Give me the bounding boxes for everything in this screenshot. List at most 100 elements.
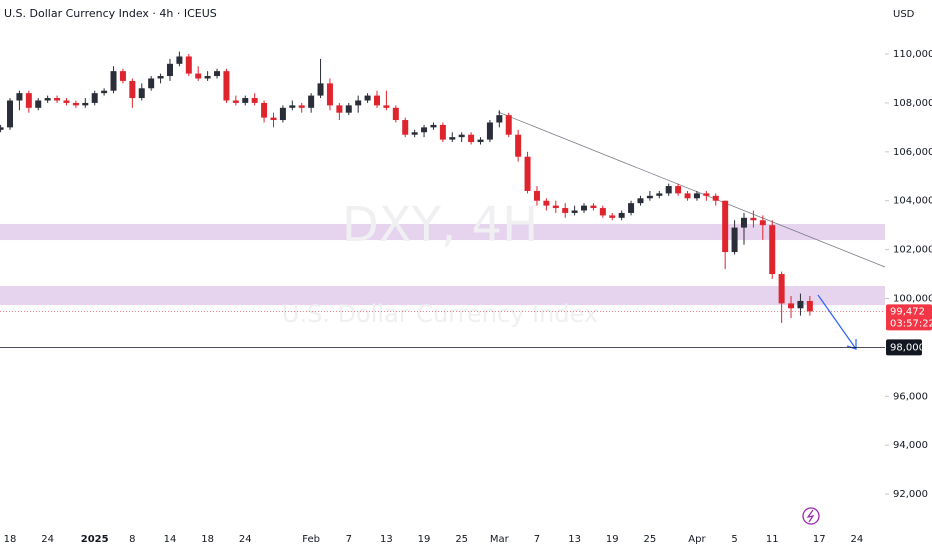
candle-body: [759, 220, 766, 226]
x-tick-label: Apr: [688, 534, 706, 545]
y-tick-label: 104,000: [893, 196, 932, 207]
candle-body: [477, 139, 484, 143]
candle-body: [101, 90, 108, 94]
candle-body: [505, 115, 512, 135]
x-tick-label: Feb: [302, 534, 320, 545]
candle-body: [326, 83, 333, 106]
candle-body: [496, 115, 503, 123]
chart-title: U.S. Dollar Currency Index · 4h · ICEUS: [4, 7, 217, 20]
x-tick-label: 25: [644, 534, 657, 545]
alert-icon[interactable]: [802, 507, 820, 525]
candle-body: [44, 98, 51, 101]
candle-body: [317, 83, 324, 96]
candle-body: [524, 156, 531, 191]
x-tick-label: 5: [731, 534, 737, 545]
candle-body: [251, 98, 258, 103]
level-badge: [886, 339, 922, 356]
candle-body: [157, 76, 164, 79]
candle-body: [740, 217, 747, 228]
candle-body: [63, 100, 70, 103]
x-tick-label: 19: [606, 534, 619, 545]
y-tick-label: 106,000: [893, 147, 932, 158]
candle-body: [289, 105, 296, 108]
x-tick-label: 17: [813, 534, 826, 545]
candle-body: [364, 95, 371, 101]
candle-body: [599, 208, 606, 216]
candle-body: [383, 105, 390, 108]
y-tick-label: 94,000: [893, 440, 928, 451]
x-tick-label: 2025: [81, 534, 109, 545]
candle-body: [270, 117, 277, 121]
candle-body: [25, 93, 32, 108]
watermark: DXY, 4H: [342, 197, 538, 253]
candle-body: [533, 190, 540, 201]
y-tick-label: 92,000: [893, 489, 928, 500]
candle-body: [656, 193, 663, 196]
candle-body: [731, 227, 738, 253]
candle-body: [185, 56, 192, 74]
candle-body: [345, 105, 352, 113]
candle-body: [195, 73, 202, 79]
candle-body: [581, 205, 588, 211]
candle-body: [552, 205, 559, 209]
candle-body: [449, 137, 456, 140]
candle-body: [374, 95, 380, 106]
candle-body: [618, 212, 625, 218]
x-tick-label: 24: [239, 534, 252, 545]
candle-body: [693, 193, 700, 199]
candle-body: [204, 76, 211, 79]
trendline: [497, 111, 886, 268]
last-price-label: 99,472: [890, 306, 925, 317]
x-tick-label: 25: [455, 534, 468, 545]
candle-body: [421, 127, 428, 133]
candle-body: [119, 71, 126, 81]
x-tick-label: 19: [418, 534, 431, 545]
candle-body: [543, 200, 550, 206]
x-tick-label: 11: [766, 534, 779, 545]
candle-body: [336, 105, 343, 113]
y-tick-label: 102,000: [893, 245, 932, 256]
candle-body: [279, 107, 286, 121]
candle-body: [355, 100, 362, 106]
candle-body: [675, 186, 682, 194]
candle-body: [712, 195, 719, 201]
last-price-badge: [886, 304, 932, 331]
candle-body: [797, 300, 804, 309]
watermark-subtitle: U.S. Dollar Currency Index: [282, 300, 598, 328]
candle-body: [7, 100, 14, 128]
candle-body: [16, 93, 23, 101]
candle-body: [515, 134, 522, 157]
candle-body: [54, 98, 61, 101]
y-tick-label: 108,000: [893, 98, 932, 109]
candle-body: [91, 93, 98, 103]
x-tick-label: 13: [380, 534, 393, 545]
candle-body: [214, 71, 221, 77]
candle-body: [72, 102, 79, 106]
countdown-label: 03:57:22: [890, 318, 932, 329]
candle-body: [590, 205, 597, 209]
candle-body: [402, 120, 409, 135]
x-tick-label: 18: [201, 534, 214, 545]
candle-body: [232, 100, 239, 103]
candle-body: [628, 203, 635, 213]
candle-body: [439, 124, 446, 140]
candle-body: [166, 63, 173, 77]
candle-body: [129, 80, 136, 99]
candle-body: [35, 100, 42, 108]
candle-body: [261, 102, 268, 118]
candle-body: [684, 193, 691, 199]
candle-body: [486, 122, 493, 140]
candle-body: [82, 102, 89, 106]
candle-body: [665, 186, 672, 194]
candle-body: [392, 107, 399, 121]
candle-body: [430, 124, 437, 128]
candle-body: [298, 105, 305, 108]
candle-body: [637, 198, 644, 204]
candle-body: [468, 134, 475, 143]
candle-body: [769, 225, 776, 275]
candle-body: [722, 200, 729, 253]
candle-body: [609, 215, 616, 218]
candle-body: [703, 193, 710, 196]
candle-body: [571, 210, 578, 213]
